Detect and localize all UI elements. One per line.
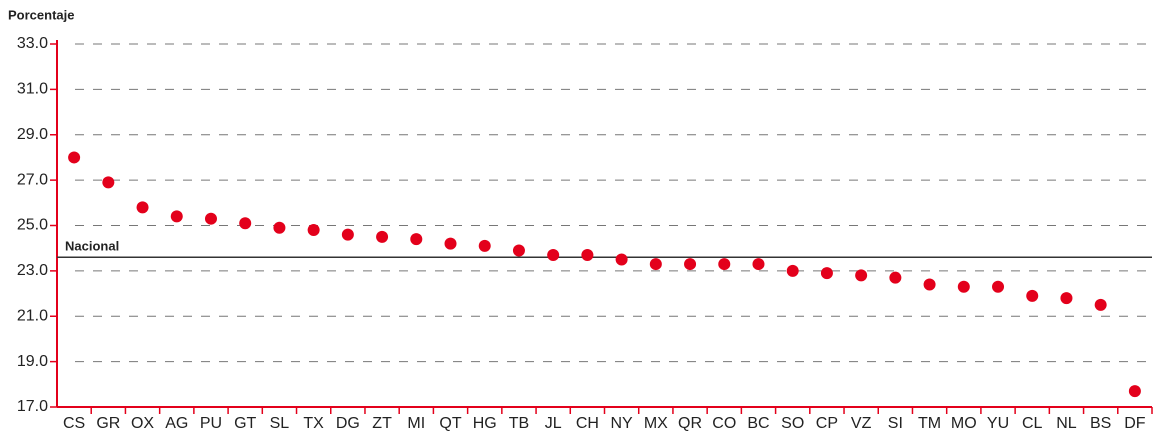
x-tick-label: GR	[96, 415, 120, 432]
reference-label: Nacional	[65, 239, 119, 254]
x-tick-label: GT	[234, 415, 256, 432]
x-tick-label: ZT	[372, 415, 392, 432]
dot	[512, 244, 525, 257]
x-tick-label: CO	[712, 415, 736, 432]
x-tick-label: CL	[1022, 415, 1043, 432]
dot	[992, 280, 1005, 293]
x-tick-label: VZ	[851, 415, 872, 432]
x-tick-label: SL	[270, 415, 290, 432]
dot	[102, 176, 115, 189]
x-tick-label: BC	[747, 415, 769, 432]
x-tick-label: TB	[509, 415, 529, 432]
x-tick-label: HG	[473, 415, 497, 432]
y-tick-label: 33.0	[17, 35, 48, 52]
x-tick-label: MX	[644, 415, 668, 432]
x-tick-label: DF	[1124, 415, 1146, 432]
dot	[376, 230, 389, 243]
x-tick-label: NL	[1056, 415, 1077, 432]
dot	[1060, 292, 1073, 305]
x-tick-label: YU	[987, 415, 1009, 432]
dot	[478, 239, 491, 252]
x-tick-label: CH	[576, 415, 599, 432]
dot	[820, 267, 833, 280]
dot	[581, 248, 594, 261]
x-tick-label: AG	[165, 415, 188, 432]
dot	[718, 258, 731, 271]
y-tick-label: 17.0	[17, 398, 48, 415]
x-tick-label: QR	[678, 415, 702, 432]
x-tick-label: OX	[131, 415, 154, 432]
x-tick-label: TX	[303, 415, 324, 432]
x-tick-label: TM	[918, 415, 941, 432]
dot	[923, 278, 936, 291]
y-axis-label: Porcentaje	[8, 7, 74, 22]
y-tick-label: 27.0	[17, 171, 48, 188]
dot	[444, 237, 457, 250]
x-tick-label: CP	[816, 415, 838, 432]
x-tick-label: NY	[610, 415, 633, 432]
dot	[239, 217, 252, 230]
y-tick-label: 19.0	[17, 353, 48, 370]
dot	[1026, 289, 1039, 302]
x-tick-label: MI	[407, 415, 425, 432]
dot	[410, 233, 423, 246]
dot	[1128, 385, 1141, 398]
x-tick-label: JL	[545, 415, 562, 432]
dot	[752, 258, 765, 271]
x-tick-label: MO	[951, 415, 977, 432]
y-tick-label: 25.0	[17, 217, 48, 234]
dot	[204, 212, 217, 225]
dot	[649, 258, 662, 271]
dot	[170, 210, 183, 223]
x-tick-label: PU	[200, 415, 222, 432]
dot	[68, 151, 81, 164]
dot	[307, 224, 320, 237]
y-tick-label: 31.0	[17, 81, 48, 98]
x-tick-label: CS	[63, 415, 85, 432]
x-tick-label: SO	[781, 415, 804, 432]
dot	[684, 258, 697, 271]
x-tick-label: SI	[888, 415, 903, 432]
x-tick-label: DG	[336, 415, 360, 432]
dot	[855, 269, 868, 282]
dot	[273, 221, 286, 234]
y-tick-label: 21.0	[17, 307, 48, 324]
dot	[341, 228, 354, 241]
y-tick-label: 29.0	[17, 126, 48, 143]
dot	[615, 253, 628, 266]
dot	[136, 201, 149, 214]
dot	[957, 280, 970, 293]
x-tick-label: QT	[439, 415, 461, 432]
y-tick-label: 23.0	[17, 262, 48, 279]
dot	[1094, 298, 1107, 311]
dot	[547, 248, 560, 261]
dot	[889, 271, 902, 284]
dot	[786, 264, 799, 277]
x-tick-label: BS	[1090, 415, 1111, 432]
